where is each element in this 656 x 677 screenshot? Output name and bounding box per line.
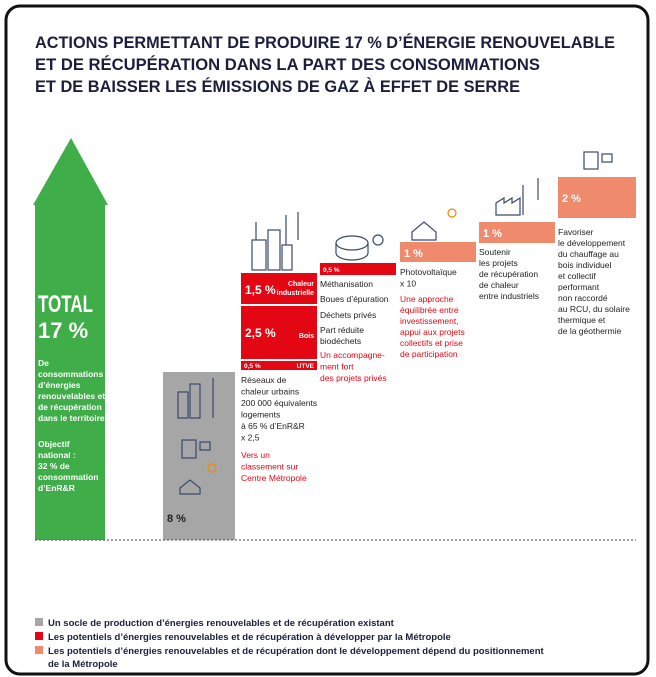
block-value: 0,5 % bbox=[244, 363, 261, 370]
metropole-text: à 65 % d’EnR&R bbox=[241, 421, 305, 431]
block-value: 1 % bbox=[483, 228, 502, 240]
title-line: ET DE BAISSER LES ÉMISSIONS DE GAZ À EFF… bbox=[35, 77, 520, 96]
existing-icons bbox=[177, 378, 217, 495]
methanisation-text: Part réduite bbox=[320, 325, 364, 335]
methanisation-text: biodéchets bbox=[320, 336, 361, 346]
wood-text: performant bbox=[558, 282, 600, 292]
legend-swatch bbox=[35, 646, 43, 654]
block-methanisation bbox=[320, 263, 396, 275]
block-industrial bbox=[479, 222, 555, 243]
wood-text: thermique et bbox=[558, 315, 606, 325]
icons bbox=[177, 151, 613, 495]
block-label: UTVE bbox=[297, 363, 315, 370]
industrial-text: de chaleur bbox=[479, 280, 519, 290]
metropole-note: Vers un bbox=[241, 450, 270, 460]
legend-swatch bbox=[35, 618, 43, 626]
block-value: 0,5 % bbox=[323, 267, 340, 274]
total-objective: d’EnR&R bbox=[38, 483, 75, 493]
wood-text: de la géothermie bbox=[558, 326, 622, 336]
block-wood bbox=[558, 177, 636, 218]
metropole-text: Réseaux de bbox=[241, 375, 287, 385]
block-chaleur bbox=[241, 273, 317, 304]
wood-text: au RCU, du solaire bbox=[558, 304, 630, 314]
legend-text: Les potentiels d’énergies renouvelables … bbox=[48, 646, 545, 657]
block-value: 2 % bbox=[562, 193, 581, 205]
wood-text: Favoriser bbox=[558, 227, 594, 237]
methanisation-note: Un accompagne- bbox=[320, 350, 385, 360]
house-icon bbox=[411, 208, 457, 241]
total-objective: 32 % de bbox=[38, 461, 70, 471]
methanisation-text: Déchets privés bbox=[320, 310, 376, 320]
methanisation-note: des projets privés bbox=[320, 373, 387, 383]
photovoltaic-text: x 10 bbox=[400, 279, 416, 289]
block-bois bbox=[241, 306, 317, 359]
title-line: ET DE RÉCUPÉRATION DANS LA PART DES CONS… bbox=[35, 55, 540, 74]
photovoltaic-note: Une approche bbox=[400, 294, 454, 304]
factory-icon bbox=[495, 178, 539, 216]
block-value: 1,5 % bbox=[245, 283, 276, 297]
block-utve bbox=[241, 361, 317, 370]
photovoltaic-note: collectifs et prise bbox=[400, 338, 463, 348]
photovoltaic-text: Photovoltaïque bbox=[400, 267, 457, 277]
total-description: de récupération bbox=[38, 402, 102, 412]
industrial-text: Soutenir bbox=[479, 247, 511, 257]
existing-value: 8 % bbox=[167, 513, 186, 525]
existing-bar bbox=[163, 372, 235, 540]
methanizer-icon bbox=[335, 234, 384, 261]
metropole-note: classement sur bbox=[241, 462, 298, 472]
total-description: d’énergies bbox=[38, 380, 81, 390]
methanisation-text: Boues d’épuration bbox=[320, 294, 389, 304]
photovoltaic-note: appui aux projets bbox=[400, 327, 465, 337]
block-value: 2,5 % bbox=[245, 326, 276, 340]
legend-text: Les potentiels d’énergies renouvelables … bbox=[48, 632, 451, 643]
boiler-icon bbox=[583, 151, 613, 170]
total-label: TOTAL bbox=[38, 291, 93, 318]
photovoltaic-note: investissement, bbox=[400, 316, 459, 326]
block-label: Chaleur bbox=[288, 281, 314, 288]
metropole-text: chaleur urbains bbox=[241, 387, 299, 397]
photovoltaic-note: de participation bbox=[400, 349, 458, 359]
industrial-text: entre industriels bbox=[479, 291, 539, 301]
industrial-text: de récupération bbox=[479, 269, 538, 279]
total-description: consommations bbox=[38, 369, 103, 379]
block-value: 1 % bbox=[404, 248, 423, 260]
wood-text: du chauffage au bbox=[558, 249, 619, 259]
legend-text: Un socle de production d’énergies renouv… bbox=[48, 618, 395, 629]
block-label: industrielle bbox=[277, 290, 314, 297]
wood-text: le développement bbox=[558, 238, 626, 248]
industrial-text: les projets bbox=[479, 258, 518, 268]
metropole-text: x 2,5 bbox=[241, 433, 260, 443]
metropole-text: 200 000 équivalents bbox=[241, 398, 317, 408]
total-description: De bbox=[38, 358, 49, 368]
total-objective: Objectif bbox=[38, 439, 70, 449]
wood-text: bois individuel bbox=[558, 260, 612, 270]
block-photovoltaic bbox=[400, 242, 476, 262]
city-icon bbox=[251, 212, 299, 271]
legend-swatch bbox=[35, 632, 43, 640]
total-objective: national : bbox=[38, 450, 76, 460]
block-label: Bois bbox=[299, 333, 314, 340]
photovoltaic-note: équilibrée entre bbox=[400, 305, 459, 315]
metropole-text: logements bbox=[241, 410, 280, 420]
total-arrow bbox=[33, 138, 108, 540]
total-description: renouvelables et bbox=[38, 391, 105, 401]
methanisation-note: ment fort bbox=[320, 362, 354, 372]
metropole-note: Centre Métropole bbox=[241, 473, 307, 483]
wood-text: et collectif bbox=[558, 271, 596, 281]
total-objective: consommation bbox=[38, 472, 98, 482]
total-description: dans le territoire bbox=[38, 413, 105, 423]
legend-text: de la Métropole bbox=[48, 659, 118, 670]
title-line: ACTIONS PERMETTANT DE PRODUIRE 17 % D’ÉN… bbox=[35, 33, 615, 52]
methanisation-text: Méthanisation bbox=[320, 279, 373, 289]
total-value: 17 % bbox=[38, 318, 88, 343]
wood-text: non raccordé bbox=[558, 293, 608, 303]
